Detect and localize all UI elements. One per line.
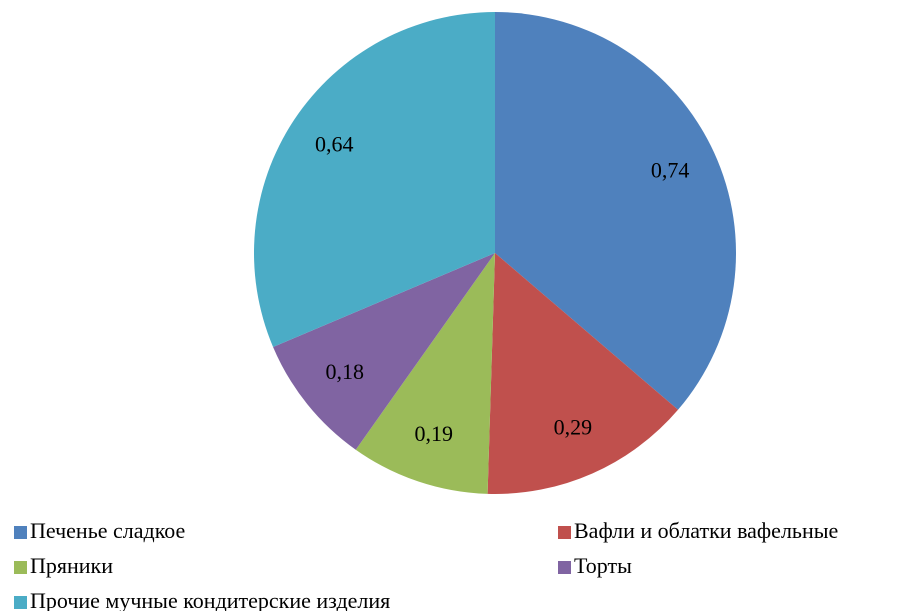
legend-swatch <box>14 596 27 609</box>
pie-slice <box>355 253 495 494</box>
legend-label: Вафли и облатки вафельные <box>574 518 838 543</box>
pie-slice <box>253 12 495 347</box>
data-label: 0,74 <box>651 157 690 182</box>
legend-label: Пряники <box>30 553 113 578</box>
legend-swatch <box>558 526 571 539</box>
legend-swatch <box>14 526 27 539</box>
legend-label: Торты <box>574 553 632 578</box>
legend-swatch <box>14 561 27 574</box>
legend-label: Печенье сладкое <box>30 518 185 543</box>
pie-slice <box>273 253 495 450</box>
data-label: 0,19 <box>414 421 453 446</box>
data-label: 0,18 <box>326 359 365 384</box>
pie-slice <box>495 12 737 410</box>
data-label: 0,64 <box>315 132 354 157</box>
data-label: 0,29 <box>554 414 593 439</box>
legend-label: Прочие мучные кондитерские изделия <box>30 588 390 611</box>
pie-slice <box>487 253 679 495</box>
legend-swatch <box>558 561 571 574</box>
